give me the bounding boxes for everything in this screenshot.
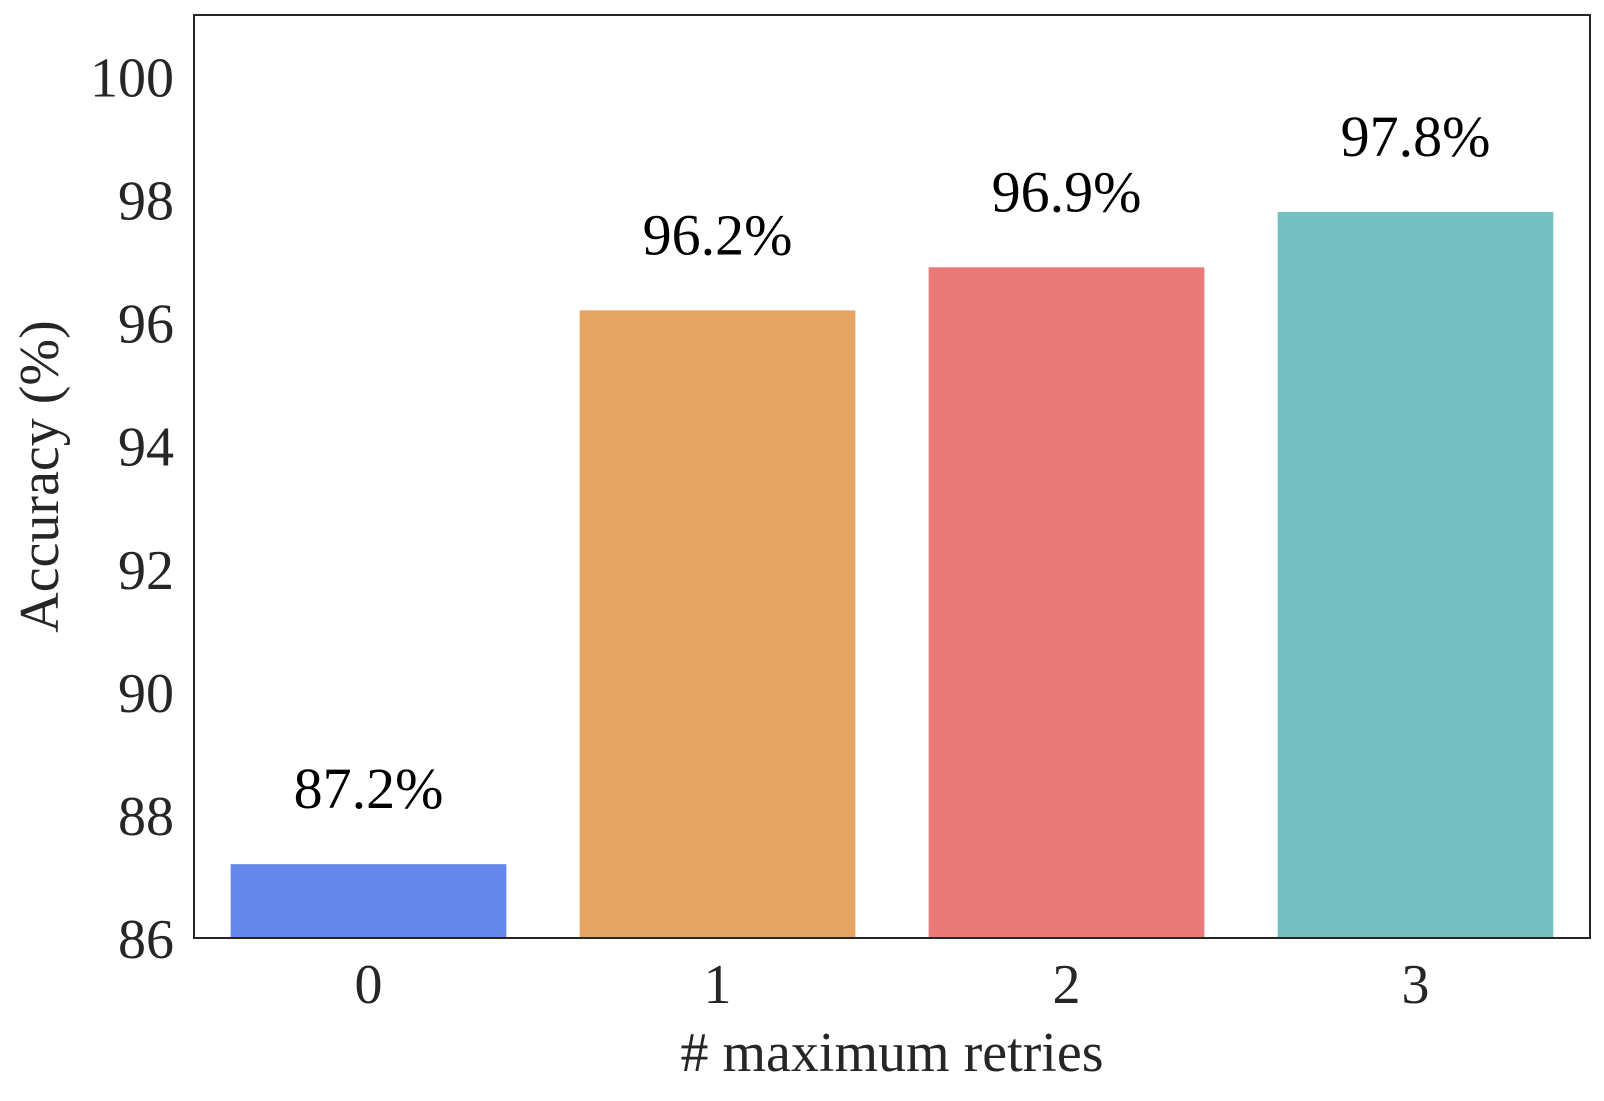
x-axis-label: # maximum retries	[680, 1022, 1103, 1084]
x-tick-label-1: 1	[704, 954, 732, 1016]
y-tick-label-92: 92	[118, 540, 174, 602]
y-tick-label-96: 96	[118, 294, 174, 356]
x-axis-ticks: 0 1 2 3	[355, 954, 1430, 1016]
bar-3	[1277, 211, 1554, 938]
y-tick-label-88: 88	[118, 786, 174, 848]
x-tick-label-2: 2	[1053, 954, 1081, 1016]
bar-value-label-0: 87.2%	[294, 756, 444, 821]
bar-value-label-3: 97.8%	[1341, 104, 1491, 169]
y-axis-label: Accuracy (%)	[9, 320, 71, 632]
bar-0	[230, 864, 507, 938]
bar-1	[579, 310, 856, 938]
value-labels-layer: 87.2% 96.2% 96.9% 97.8%	[294, 104, 1491, 821]
y-tick-label-90: 90	[118, 663, 174, 725]
bar-value-label-2: 96.9%	[992, 159, 1142, 224]
bars-layer	[230, 211, 1554, 939]
y-tick-label-94: 94	[118, 417, 174, 479]
y-axis-ticks: 86 88 90 92 94 96 98 100	[90, 48, 174, 971]
y-tick-label-98: 98	[118, 171, 174, 233]
y-tick-label-86: 86	[118, 909, 174, 971]
plot-frame	[193, 14, 1591, 939]
bar-2	[928, 267, 1205, 939]
x-tick-label-0: 0	[355, 954, 383, 1016]
y-tick-label-100: 100	[90, 48, 174, 110]
x-tick-label-3: 3	[1402, 954, 1430, 1016]
bar-value-label-1: 96.2%	[643, 202, 793, 267]
